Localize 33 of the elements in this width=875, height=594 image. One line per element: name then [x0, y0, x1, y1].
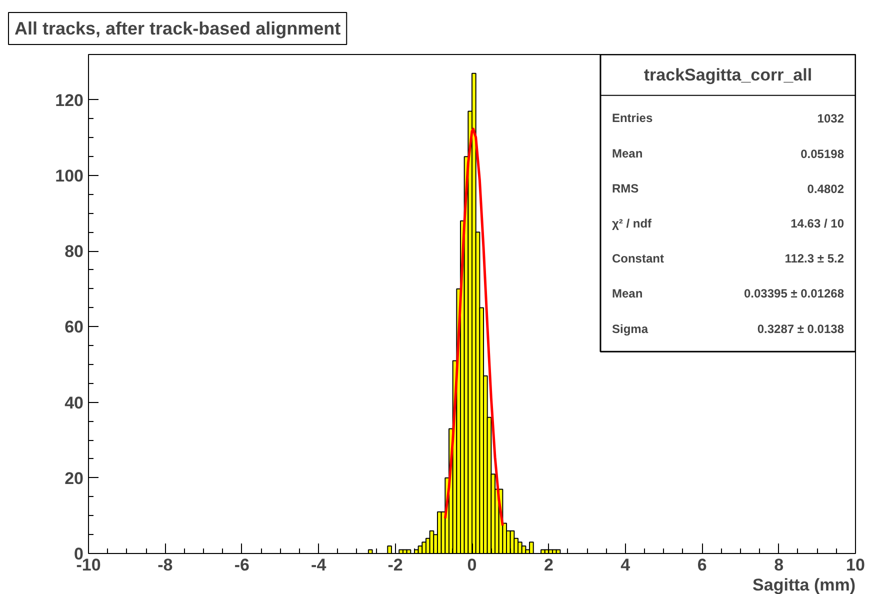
annotation: 1032: [817, 112, 844, 126]
x-tick-label: 2: [544, 556, 554, 574]
y-tick-label: 100: [55, 166, 84, 186]
x-tick-label: 4: [620, 556, 631, 574]
y-tick-label: 20: [64, 468, 84, 488]
annotation: 0.4802: [807, 182, 844, 196]
x-tick-label: 10: [846, 556, 865, 574]
x-tick-label: -2: [388, 556, 403, 574]
x-axis-title: Sagitta (mm): [752, 576, 856, 594]
y-tick-label: 60: [64, 318, 84, 337]
x-tick-label: 6: [697, 556, 707, 574]
x-tick-label: -4: [311, 556, 327, 574]
y-tick-label: 80: [64, 242, 84, 262]
x-tick-label: -8: [158, 556, 173, 574]
annotation: 0.3287 ± 0.0138: [757, 322, 844, 336]
annotation: RMS: [612, 181, 639, 196]
x-tick-label: -6: [234, 556, 250, 574]
annotation: χ² / ndf: [612, 216, 653, 230]
annotation: Mean: [612, 286, 643, 301]
annotation: 0.03395 ± 0.01268: [744, 286, 844, 301]
x-tick-label: 8: [774, 556, 784, 574]
annotation: trackSagitta_corr_all: [644, 65, 812, 84]
y-tick-label: 40: [64, 393, 84, 412]
y-tick-label: 120: [55, 90, 84, 110]
annotation: Constant: [612, 252, 664, 266]
chart-title: All tracks, after track-based alignment: [14, 18, 341, 38]
annotation: Mean: [612, 146, 643, 160]
annotation: 112.3 ± 5.2: [784, 252, 844, 266]
x-tick-label: 0: [467, 556, 477, 574]
annotation: 14.63 / 10: [790, 216, 844, 230]
annotation: Sigma: [612, 322, 648, 336]
annotation: 0.05198: [800, 146, 844, 161]
annotation: Entries: [612, 111, 653, 126]
